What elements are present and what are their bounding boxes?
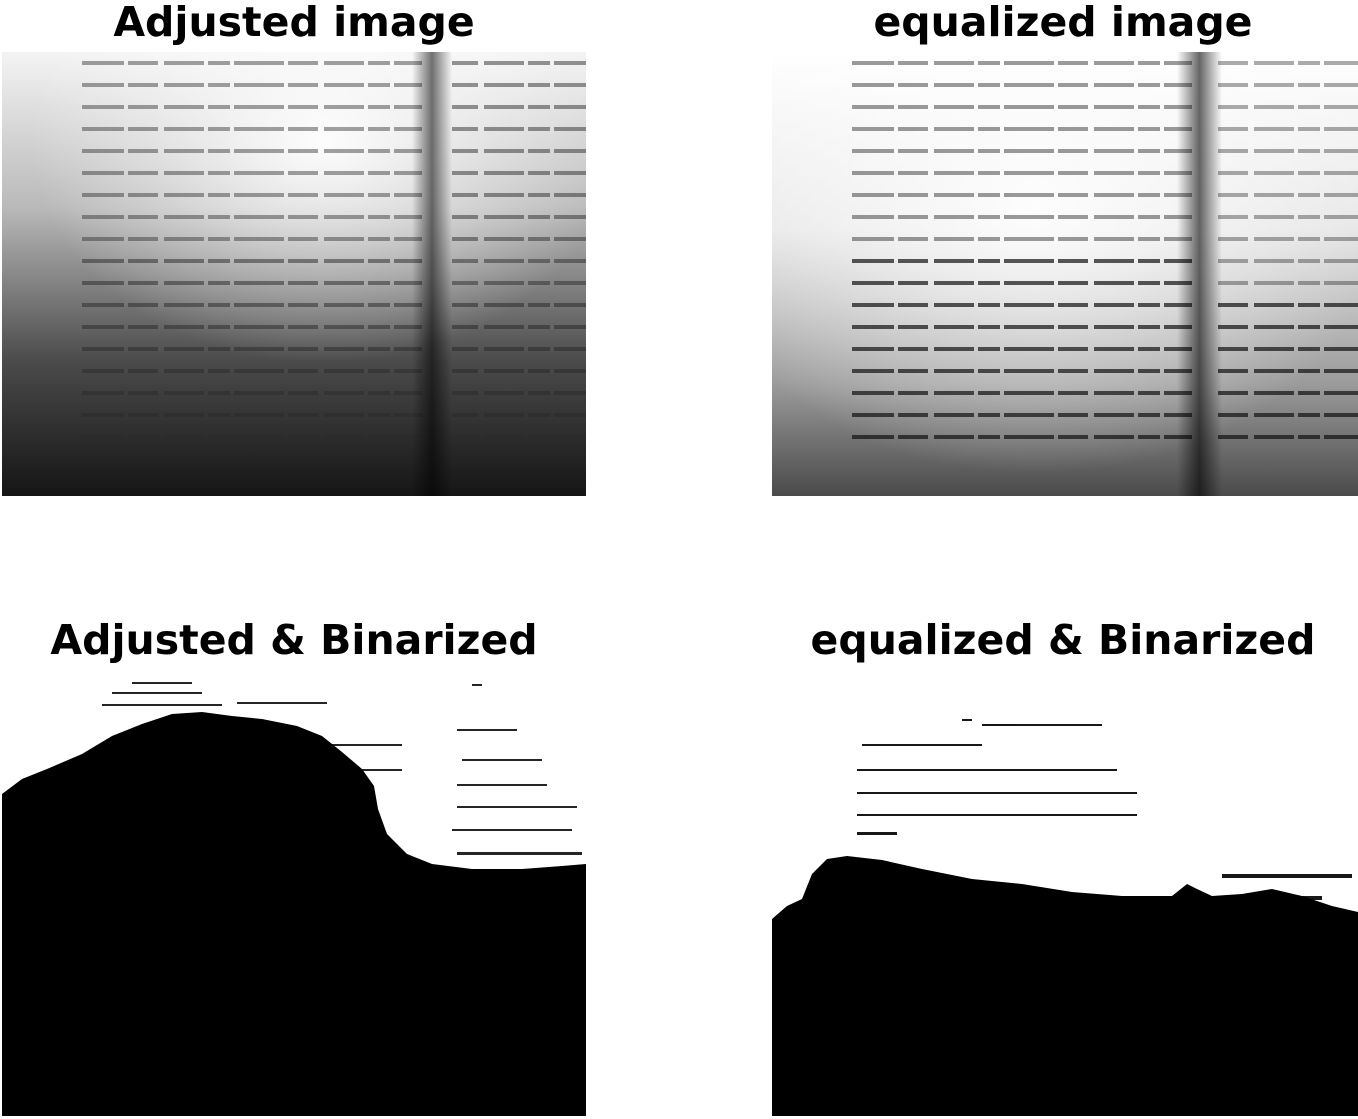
adjusted-binarized-graphic [2,674,586,1116]
adjusted-image [2,52,586,496]
equalized-image [772,52,1358,496]
panel-title-equalized-image: equalized image [873,0,1253,46]
equalized-image-graphic [772,52,1358,496]
panel-title-adjusted-binarized: Adjusted & Binarized [50,616,538,664]
equalized-binarized-graphic [772,674,1358,1116]
adjusted-binarized-image [2,674,586,1116]
adjusted-image-graphic [2,52,586,496]
panel-title-adjusted-image: Adjusted image [113,0,475,46]
panel-title-equalized-binarized: equalized & Binarized [810,616,1316,664]
equalized-binarized-image [772,674,1358,1116]
